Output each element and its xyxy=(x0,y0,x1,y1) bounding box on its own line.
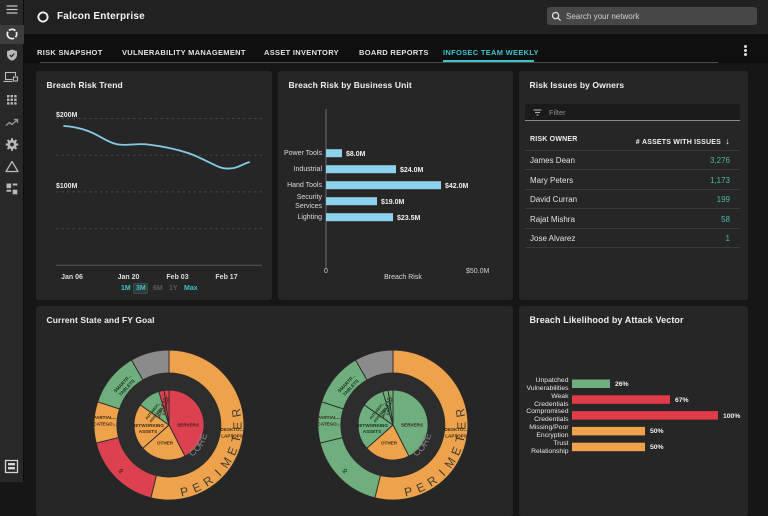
svg-text:Missing/Poor: Missing/Poor xyxy=(529,424,569,431)
svg-text:100%: 100% xyxy=(723,413,740,420)
svg-text:R: R xyxy=(453,407,468,418)
svg-text:OTHER: OTHER xyxy=(157,441,174,446)
svg-text:ASSETS: ASSETS xyxy=(363,429,381,434)
svg-text:T: T xyxy=(228,433,243,444)
svg-text:OTHER: OTHER xyxy=(381,441,398,446)
svg-text:0: 0 xyxy=(324,268,328,275)
svg-text:$100M: $100M xyxy=(56,183,78,190)
svg-text:R: R xyxy=(229,407,244,418)
svg-text:50%: 50% xyxy=(650,428,664,435)
svg-text:CATEGO...: CATEGO... xyxy=(317,422,340,427)
svg-text:R: R xyxy=(419,437,432,448)
svg-text:PARTIAL...: PARTIAL... xyxy=(317,415,340,420)
svg-text:$24.0M: $24.0M xyxy=(400,167,424,174)
svg-text:R: R xyxy=(195,437,208,448)
svg-text:Compromised: Compromised xyxy=(526,408,569,415)
svg-text:NETWORKING: NETWORKING xyxy=(132,423,164,428)
svg-text:SERVERS: SERVERS xyxy=(401,423,423,428)
svg-text:E: E xyxy=(422,432,434,441)
svg-text:67%: 67% xyxy=(675,397,689,404)
svg-text:Industrial: Industrial xyxy=(294,166,323,173)
svg-text:$23.5M: $23.5M xyxy=(397,215,421,222)
svg-text:Power Tools: Power Tools xyxy=(284,150,323,157)
svg-text:E: E xyxy=(454,422,468,430)
svg-text:Jan 20: Jan 20 xyxy=(118,274,140,281)
svg-text:Feb 03: Feb 03 xyxy=(166,274,188,281)
svg-text:Encryption: Encryption xyxy=(536,432,568,439)
svg-text:STORAGE: STORAGE xyxy=(162,396,170,416)
svg-text:CATEGO...: CATEGO... xyxy=(93,422,116,427)
svg-text:Lighting: Lighting xyxy=(297,214,322,221)
svg-text:E: E xyxy=(198,432,210,441)
svg-text:Feb 17: Feb 17 xyxy=(215,274,237,281)
svg-text:LAPTOPS: LAPTOPS xyxy=(445,434,467,439)
svg-text:$19.0M: $19.0M xyxy=(381,199,405,206)
svg-text:26%: 26% xyxy=(615,381,629,388)
svg-text:Credentials: Credentials xyxy=(534,416,569,423)
svg-text:MOBILE AS...: MOBILE AS... xyxy=(157,395,168,419)
svg-text:IO: IO xyxy=(341,467,348,474)
svg-text:50%: 50% xyxy=(650,444,664,451)
svg-text:Jan 06: Jan 06 xyxy=(61,274,83,281)
svg-text:$8.0M: $8.0M xyxy=(346,151,366,158)
svg-text:NETWORKING: NETWORKING xyxy=(356,423,388,428)
svg-text:Services: Services xyxy=(295,203,322,210)
svg-text:T: T xyxy=(452,433,467,444)
svg-text:SERVERS: SERVERS xyxy=(177,423,199,428)
svg-text:Trust: Trust xyxy=(553,440,568,447)
svg-text:Hand Tools: Hand Tools xyxy=(287,182,322,189)
svg-text:PARTIAL...: PARTIAL... xyxy=(93,415,116,420)
svg-text:Breach Risk: Breach Risk xyxy=(384,274,422,281)
svg-text:$42.0M: $42.0M xyxy=(445,183,469,190)
svg-text:Relationship: Relationship xyxy=(531,448,569,455)
svg-text:Weak: Weak xyxy=(551,393,569,400)
svg-text:Security: Security xyxy=(297,194,323,201)
svg-text:MOBILE AS...: MOBILE AS... xyxy=(381,395,392,419)
svg-text:$200M: $200M xyxy=(56,112,78,119)
svg-text:Unpatched: Unpatched xyxy=(536,377,569,384)
svg-text:DESKTO...: DESKTO... xyxy=(221,427,244,432)
svg-text:IO: IO xyxy=(117,467,124,474)
svg-text:Credentials: Credentials xyxy=(534,401,569,408)
svg-text:ASSETS: ASSETS xyxy=(139,429,157,434)
svg-text:E: E xyxy=(230,422,244,430)
svg-text:Vulnerabilities: Vulnerabilities xyxy=(526,385,569,392)
svg-text:STORAGE: STORAGE xyxy=(386,396,394,416)
svg-text:DESKTO...: DESKTO... xyxy=(445,427,468,432)
svg-text:LAPTOPS: LAPTOPS xyxy=(221,434,243,439)
svg-text:$50.0M: $50.0M xyxy=(466,268,490,275)
